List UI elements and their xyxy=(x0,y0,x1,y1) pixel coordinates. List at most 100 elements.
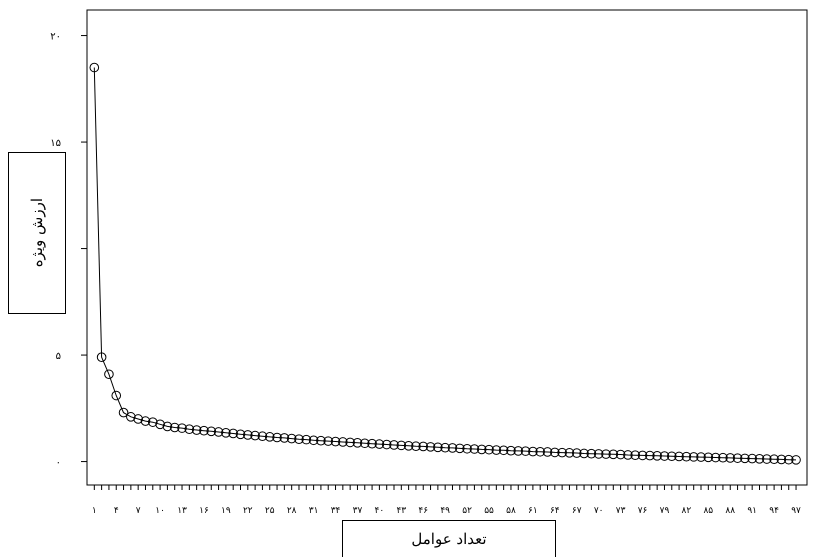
data-point xyxy=(506,445,516,456)
data-point xyxy=(294,434,304,445)
data-point xyxy=(111,390,122,401)
x-tick-label: ۷۶ xyxy=(638,506,648,516)
x-tick-label: ۳۴ xyxy=(331,506,341,516)
data-point xyxy=(601,449,611,459)
data-point xyxy=(645,450,655,461)
data-point xyxy=(359,438,370,449)
x-tick-label: ۴ xyxy=(114,506,119,516)
data-point xyxy=(228,428,238,439)
data-point xyxy=(425,442,436,452)
data-point xyxy=(243,430,253,440)
data-point xyxy=(791,455,801,465)
data-point xyxy=(681,451,692,462)
data-point xyxy=(367,438,377,449)
x-tick-label: ۹۱ xyxy=(747,506,757,516)
data-point xyxy=(528,446,538,457)
y-axis-label-box: ارزش ویژه xyxy=(8,152,66,314)
data-point xyxy=(104,369,114,380)
data-point xyxy=(550,447,560,458)
data-point xyxy=(126,412,136,422)
data-point xyxy=(177,423,187,433)
data-point xyxy=(213,427,224,437)
x-tick-label: ۷۹ xyxy=(660,506,670,516)
data-point xyxy=(615,449,626,460)
x-tick-label: ۶۱ xyxy=(528,506,538,516)
data-point xyxy=(316,435,326,446)
data-point xyxy=(696,452,706,462)
data-point xyxy=(462,443,472,454)
y-tick-label: ۲۰ xyxy=(50,32,61,43)
data-point xyxy=(418,441,429,452)
data-point xyxy=(155,419,165,430)
data-point xyxy=(747,453,757,464)
data-point xyxy=(235,429,246,440)
x-tick-label: ۵۸ xyxy=(506,506,516,516)
data-point xyxy=(433,442,443,453)
data-point xyxy=(323,436,334,446)
data-point xyxy=(688,452,699,462)
data-point xyxy=(491,445,502,455)
x-tick-label: ۵۲ xyxy=(462,506,472,516)
data-point xyxy=(674,451,684,462)
x-tick-label: ۴۳ xyxy=(396,506,406,516)
data-point xyxy=(206,426,217,437)
x-tick-label: ۸۲ xyxy=(682,506,692,516)
x-tick-label: ۹۴ xyxy=(769,506,779,516)
x-axis-label-box: تعداد عوامل xyxy=(342,520,556,557)
x-tick-label: ۷۰ xyxy=(594,506,604,516)
x-axis-label: تعداد عوامل xyxy=(411,530,487,548)
data-point xyxy=(257,431,268,442)
x-tick-label: ۶۷ xyxy=(572,506,582,516)
data-point xyxy=(389,440,399,450)
data-point xyxy=(740,453,750,464)
x-tick-label: ۱ xyxy=(92,506,97,516)
data-point xyxy=(761,454,772,464)
x-tick-label: ۴۰ xyxy=(375,506,385,516)
data-point xyxy=(184,424,195,434)
x-tick-label: ۱۹ xyxy=(221,506,231,516)
data-point xyxy=(403,441,414,451)
x-tick-label: ۱۶ xyxy=(199,506,209,516)
data-point xyxy=(411,441,421,452)
data-point xyxy=(498,445,509,456)
y-tick-label: ۰ xyxy=(56,458,61,469)
data-point xyxy=(513,446,524,456)
data-point xyxy=(637,450,648,461)
x-tick-label: ۸۸ xyxy=(725,506,735,516)
x-tick-label: ۷۳ xyxy=(616,506,626,516)
x-tick-label: ۶۴ xyxy=(550,506,560,516)
x-tick-label: ۵۵ xyxy=(484,506,494,516)
data-point xyxy=(345,437,355,448)
data-point xyxy=(783,454,794,465)
data-point xyxy=(352,438,363,448)
data-point xyxy=(652,451,662,461)
data-point xyxy=(272,432,282,443)
data-point xyxy=(169,422,180,433)
data-point xyxy=(535,446,545,457)
x-tick-label: ۷ xyxy=(136,506,141,516)
x-tick-label: ۴۹ xyxy=(440,506,450,516)
data-point xyxy=(586,448,597,459)
data-point xyxy=(440,442,450,453)
data-point xyxy=(630,450,641,460)
data-point xyxy=(118,407,129,418)
data-point xyxy=(718,452,728,463)
data-point xyxy=(623,450,633,460)
eigenvalue-line xyxy=(93,67,797,461)
data-point xyxy=(96,352,107,362)
data-point xyxy=(564,448,575,458)
data-point xyxy=(140,416,151,426)
x-tick-label: ۹۷ xyxy=(791,506,801,516)
data-point xyxy=(659,451,670,461)
x-axis: ۱ ۴ ۷ ۱۰ ۱۳ ۱۶ ۱۹ ۲۲ ۲۵ ۲۸ ۳۱ ۳۴ ۳۷ ۴۰ ۴۳ ۴۶ ۴۹ ۵۲ ۵۵ ۵۸ ۶۱ ۶… xyxy=(92,485,801,516)
data-point xyxy=(571,448,582,458)
data-point xyxy=(374,439,385,449)
x-tick-label: ۴۶ xyxy=(418,506,428,516)
x-tick-label: ۳۷ xyxy=(353,506,363,516)
y-axis-label: ارزش ویژه xyxy=(28,198,46,268)
data-point xyxy=(162,421,173,432)
data-point xyxy=(776,454,787,465)
data-point xyxy=(710,452,721,463)
data-point xyxy=(754,454,765,464)
